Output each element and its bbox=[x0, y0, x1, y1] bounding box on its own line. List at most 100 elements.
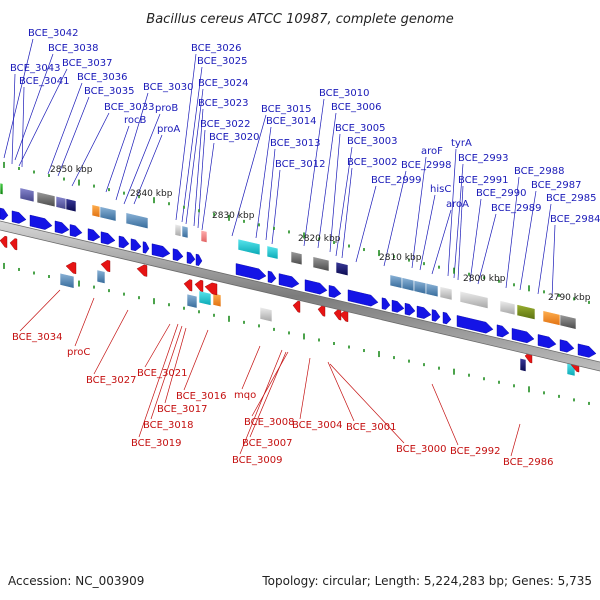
forward-gene-arrow[interactable] bbox=[87, 228, 101, 242]
forward-gene-label[interactable]: proA bbox=[157, 124, 180, 135]
reverse-gene-label[interactable]: BCE_3016 bbox=[176, 391, 226, 402]
forward-gene-label[interactable]: BCE_3005 bbox=[335, 123, 385, 134]
forward-gene-label[interactable]: BCE_3035 bbox=[84, 86, 134, 97]
forward-gene-label[interactable]: BCE_2991 bbox=[458, 175, 508, 186]
reverse-gene-label[interactable]: proC bbox=[67, 347, 90, 358]
reverse-gene-label[interactable]: BCE_3008 bbox=[244, 417, 294, 428]
forward-gene-label[interactable]: BCE_3033 bbox=[104, 102, 154, 113]
forward-gene-label[interactable]: BCE_3026 bbox=[191, 43, 241, 54]
forward-gene-label[interactable]: BCE_3024 bbox=[198, 78, 248, 89]
forward-gene-label[interactable]: BCE_2985 bbox=[546, 193, 596, 204]
forward-gene-arrow[interactable] bbox=[416, 305, 432, 319]
forward-gene-label[interactable]: BCE_3014 bbox=[266, 116, 316, 127]
forward-gene-arrow[interactable] bbox=[69, 224, 83, 237]
forward-gene-arrow[interactable] bbox=[172, 248, 184, 261]
reverse-gene-arrow[interactable] bbox=[136, 264, 148, 277]
forward-gene-arrow[interactable] bbox=[151, 243, 171, 258]
forward-gene-arrow[interactable] bbox=[577, 343, 597, 358]
reverse-gene-label[interactable]: BCE_3009 bbox=[232, 455, 282, 466]
forward-gene-label[interactable]: proB bbox=[155, 103, 178, 114]
forward-gene-label[interactable]: BCE_3003 bbox=[347, 136, 397, 147]
forward-gene-arrow[interactable] bbox=[11, 210, 27, 224]
forward-gene-arrow[interactable] bbox=[559, 339, 575, 353]
forward-gene-arrow[interactable] bbox=[235, 263, 267, 281]
forward-gene-arrow[interactable] bbox=[431, 309, 441, 322]
forward-gene-label[interactable]: BCE_3023 bbox=[198, 98, 248, 109]
reverse-gene-label[interactable]: BCE_3019 bbox=[131, 438, 181, 449]
forward-gene-arrow[interactable] bbox=[186, 251, 196, 265]
reverse-gene-label[interactable]: BCE_3018 bbox=[143, 420, 193, 431]
forward-gene-arrow[interactable] bbox=[537, 334, 557, 349]
reverse-gene-label[interactable]: BCE_3000 bbox=[396, 444, 446, 455]
forward-gene-arrow[interactable] bbox=[347, 289, 379, 307]
reverse-gene-label[interactable]: BCE_3027 bbox=[86, 375, 136, 386]
reverse-gene-label[interactable]: BCE_2992 bbox=[450, 446, 500, 457]
forward-gene-arrow[interactable] bbox=[0, 207, 9, 221]
forward-gene-arrow[interactable] bbox=[142, 241, 150, 254]
reverse-gene-arrow[interactable] bbox=[292, 300, 301, 313]
forward-gene-label[interactable]: BCE_3030 bbox=[143, 82, 193, 93]
forward-gene-label[interactable]: BCE_3042 bbox=[28, 28, 78, 39]
reverse-gene-label[interactable]: mqo bbox=[234, 390, 256, 401]
forward-gene-label[interactable]: aroF bbox=[421, 146, 443, 157]
reverse-gene-label[interactable]: BCE_3007 bbox=[242, 438, 292, 449]
forward-gene-label[interactable]: BCE_3038 bbox=[48, 43, 98, 54]
reverse-gene-label[interactable]: BCE_3034 bbox=[12, 332, 62, 343]
forward-gene-arrow[interactable] bbox=[29, 214, 53, 230]
forward-gene-label[interactable]: BCE_2999 bbox=[371, 175, 421, 186]
forward-gene-arrow[interactable] bbox=[442, 311, 452, 325]
forward-gene-arrow[interactable] bbox=[130, 238, 142, 252]
forward-gene-arrow[interactable] bbox=[54, 220, 70, 234]
forward-gene-label[interactable]: BCE_2993 bbox=[458, 153, 508, 164]
forward-gene-label[interactable]: rocB bbox=[124, 115, 147, 126]
forward-gene-label[interactable]: BCE_3012 bbox=[275, 159, 325, 170]
forward-gene-label[interactable]: tyrA bbox=[451, 138, 472, 149]
forward-gene-label[interactable]: BCE_3041 bbox=[19, 76, 69, 87]
reverse-gene-label[interactable]: BCE_2986 bbox=[503, 457, 553, 468]
forward-gene-label[interactable]: hisC bbox=[430, 184, 451, 195]
forward-gene-arrow[interactable] bbox=[456, 315, 494, 334]
forward-gene-label[interactable]: BCE_3002 bbox=[347, 157, 397, 168]
reverse-gene-arrow[interactable] bbox=[183, 279, 193, 292]
forward-gene-label[interactable]: BCE_3037 bbox=[62, 58, 112, 69]
forward-gene-label[interactable]: BCE_3013 bbox=[270, 138, 320, 149]
reverse-gene-label[interactable]: BCE_3021 bbox=[137, 368, 187, 379]
reverse-gene-arrow[interactable] bbox=[65, 261, 77, 275]
forward-gene-label[interactable]: BCE_3025 bbox=[197, 56, 247, 67]
reverse-gene-arrow[interactable] bbox=[204, 282, 218, 296]
forward-gene-label[interactable]: BCE_2989 bbox=[491, 203, 541, 214]
reverse-gene-arrow[interactable] bbox=[0, 235, 8, 248]
reverse-gene-arrow[interactable] bbox=[317, 304, 326, 317]
forward-gene-arrow[interactable] bbox=[391, 299, 405, 313]
forward-gene-label[interactable]: aroA bbox=[446, 199, 469, 210]
forward-gene-label[interactable]: BCE_3022 bbox=[200, 119, 250, 130]
forward-gene-arrow[interactable] bbox=[496, 324, 510, 338]
forward-gene-arrow[interactable] bbox=[267, 270, 277, 284]
forward-gene-arrow[interactable] bbox=[278, 273, 300, 288]
forward-gene-arrow[interactable] bbox=[118, 235, 130, 249]
forward-gene-label[interactable]: BCE_3036 bbox=[77, 72, 127, 83]
reverse-gene-label[interactable]: BCE_3001 bbox=[346, 422, 396, 433]
forward-gene-label[interactable]: BCE_2987 bbox=[531, 180, 581, 191]
forward-gene-arrow[interactable] bbox=[511, 328, 535, 344]
reverse-gene-arrow[interactable] bbox=[194, 279, 204, 292]
forward-gene-label[interactable]: BCE_2998 bbox=[401, 160, 451, 171]
forward-gene-label[interactable]: BCE_3010 bbox=[319, 88, 369, 99]
forward-gene-label[interactable]: BCE_3015 bbox=[261, 104, 311, 115]
forward-gene-arrow[interactable] bbox=[100, 231, 116, 245]
forward-gene-arrow[interactable] bbox=[381, 297, 391, 310]
reverse-gene-arrow[interactable] bbox=[100, 260, 111, 273]
forward-gene-label[interactable]: BCE_3020 bbox=[209, 132, 259, 143]
forward-gene-label[interactable]: BCE_2990 bbox=[476, 188, 526, 199]
forward-gene-arrow[interactable] bbox=[195, 253, 203, 266]
forward-gene-arrow[interactable] bbox=[404, 302, 416, 316]
forward-gene-label[interactable]: BCE_3043 bbox=[10, 63, 60, 74]
forward-gene-arrow[interactable] bbox=[304, 279, 328, 295]
reverse-gene-label[interactable]: BCE_3004 bbox=[292, 420, 342, 431]
forward-gene-label[interactable]: BCE_3006 bbox=[331, 102, 381, 113]
forward-gene-label[interactable]: BCE_2988 bbox=[514, 166, 564, 177]
forward-gene-label[interactable]: BCE_2984 bbox=[550, 214, 600, 225]
reverse-gene-label[interactable]: BCE_3017 bbox=[157, 404, 207, 415]
forward-gene-arrow[interactable] bbox=[328, 285, 342, 298]
